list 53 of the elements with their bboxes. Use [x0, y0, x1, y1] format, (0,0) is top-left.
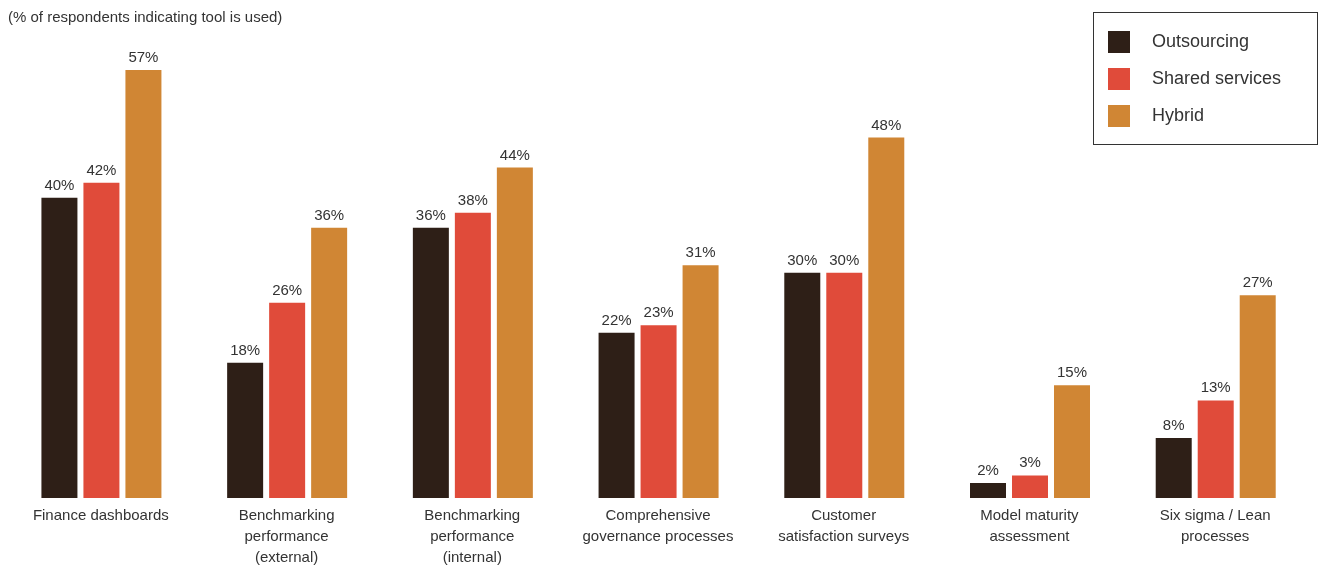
data-label: 30% — [829, 250, 860, 268]
data-label: 31% — [685, 243, 716, 261]
x-tick-label: Comprehensive governance processes — [582, 506, 734, 544]
data-label: 40% — [44, 175, 75, 193]
data-label: 57% — [128, 48, 159, 65]
bar — [83, 182, 120, 498]
bar — [227, 362, 264, 498]
data-label: 15% — [1056, 363, 1088, 381]
bar — [826, 272, 863, 498]
bar — [1012, 475, 1048, 498]
data-label: 42% — [86, 160, 117, 178]
legend-label: Outsourcing — [1151, 31, 1249, 52]
data-label: 13% — [1200, 378, 1231, 396]
bar — [682, 265, 719, 498]
bar — [784, 272, 821, 498]
x-tick-label: Six sigma / Lean processes — [1159, 506, 1271, 544]
bar — [970, 482, 1006, 498]
x-tick-label: Model maturity assessment — [980, 506, 1080, 544]
data-label: 2% — [977, 460, 999, 478]
x-tick-label: Customer satisfaction surveys — [778, 506, 910, 544]
x-tick-label: Finance dashboards — [32, 506, 169, 523]
legend-label: Shared services — [1151, 68, 1281, 89]
data-label: 3% — [1019, 453, 1041, 471]
bar — [640, 325, 677, 498]
data-label: 26% — [272, 280, 303, 298]
bar — [496, 167, 533, 498]
data-label: 36% — [415, 205, 446, 223]
bar — [1239, 295, 1276, 498]
bar — [598, 332, 635, 498]
data-label: 36% — [314, 205, 345, 223]
data-label: 38% — [457, 190, 488, 208]
bar — [41, 197, 78, 498]
data-label: 8% — [1162, 415, 1185, 433]
bar — [1054, 385, 1090, 498]
chart-subtitle: (% of respondents indicating tool is used) — [8, 8, 284, 27]
bar — [454, 212, 491, 498]
data-label: 23% — [643, 303, 674, 321]
data-label: 44% — [499, 145, 530, 163]
bar — [1155, 437, 1192, 498]
bar — [269, 302, 306, 498]
bar — [311, 227, 348, 498]
x-tick-label: Benchmarking performance (external) — [238, 506, 335, 565]
bar — [1197, 400, 1234, 498]
x-tick-label: Benchmarking performance (internal) — [424, 506, 521, 565]
legend-label: Hybrid — [1151, 105, 1204, 126]
data-label: 22% — [601, 310, 632, 328]
data-label: 18% — [230, 340, 261, 358]
data-label: 27% — [1242, 273, 1273, 291]
bar — [412, 227, 449, 498]
bar — [125, 70, 162, 498]
data-label: 30% — [787, 250, 818, 268]
bar — [868, 137, 905, 498]
data-label: 48% — [871, 115, 902, 133]
